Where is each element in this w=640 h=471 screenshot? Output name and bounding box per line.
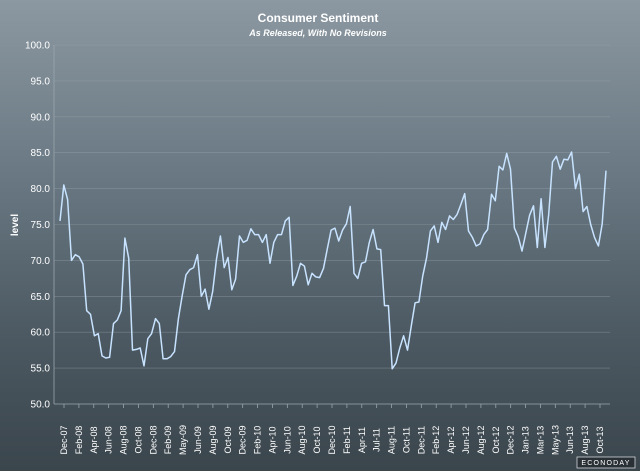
x-tick-label: Mar-13	[535, 426, 545, 455]
x-tick-label: Dec-10	[327, 425, 337, 454]
x-tick-label: Aug-08	[119, 425, 129, 454]
x-tick-label: Oct-11	[401, 427, 411, 453]
x-tick-label: Aug-13	[580, 425, 590, 454]
x-tick-label: May-09	[178, 425, 188, 455]
y-axis-label: level	[10, 214, 21, 236]
x-tick-label: May-13	[550, 425, 560, 455]
x-tick-label: Jun-09	[193, 426, 203, 454]
x-tick-label: Oct-13	[595, 426, 605, 453]
x-tick-label: Jun-10	[282, 426, 292, 454]
series-line	[59, 151, 607, 370]
gridlines	[53, 44, 610, 405]
x-tick-label: Feb-11	[342, 426, 352, 454]
svg-text:ECONODAY: ECONODAY	[581, 460, 630, 467]
y-tick-label: 55.0	[31, 364, 51, 375]
x-tick-label: Jun-13	[565, 426, 575, 454]
x-tick-label: Aug-11	[387, 426, 397, 454]
x-tick-label: Jun-08	[104, 426, 114, 454]
x-tick-label: Dec-07	[59, 425, 69, 454]
x-axis-ticks: Dec-07 Feb-08 Apr-08 Jun-08 Aug-08 Oct-08 Dec-…	[59, 404, 605, 455]
x-tick-label: Aug-10	[297, 425, 307, 454]
x-tick-label: Feb-12	[431, 426, 441, 455]
x-tick-label: Dec-12	[506, 425, 516, 454]
x-tick-label: Oct-09	[223, 426, 233, 453]
x-tick-label: Oct-12	[491, 426, 501, 453]
x-tick-label: Dec-08	[148, 425, 158, 454]
x-tick-label: Feb-08	[74, 426, 84, 455]
y-tick-label: 50.0	[31, 400, 51, 411]
x-tick-label: Feb-09	[163, 426, 173, 455]
x-tick-label: Jul-11	[372, 428, 382, 452]
y-tick-label: 85.0	[31, 148, 51, 159]
chart-subtitle: As Released, With No Revisions	[248, 28, 386, 38]
y-tick-label: 75.0	[31, 220, 51, 231]
x-tick-label: Oct-08	[133, 426, 143, 453]
x-tick-label: Apr-10	[267, 426, 277, 453]
x-tick-label: Jun-12	[461, 426, 471, 454]
econoday-logo: ECONODAY	[576, 456, 636, 469]
x-tick-label: Apr-12	[446, 426, 456, 453]
y-tick-label: 80.0	[31, 184, 51, 195]
x-tick-label: Dec-11	[416, 426, 426, 454]
y-tick-label: 70.0	[31, 256, 51, 267]
x-tick-label: Dec-09	[238, 425, 248, 454]
x-tick-label: Apr-08	[89, 426, 99, 453]
x-tick-label: Jan-13	[521, 426, 531, 454]
x-tick-label: Feb-10	[253, 426, 263, 455]
x-tick-label: Apr-11	[357, 427, 367, 453]
y-tick-label: 95.0	[31, 76, 51, 87]
x-tick-label: Oct-10	[312, 426, 322, 453]
y-axis-ticks: 50.0 55.0 60.0 65.0 70.0 75.0 80.0 85.0 90.0 95.0…	[25, 41, 50, 411]
y-tick-label: 60.0	[31, 328, 51, 339]
x-tick-label: Aug-09	[208, 425, 218, 454]
y-tick-label: 100.0	[25, 41, 50, 52]
y-tick-label: 65.0	[31, 292, 51, 303]
y-tick-label: 90.0	[31, 112, 51, 123]
x-tick-label: Aug-12	[476, 425, 486, 454]
chart-title: Consumer Sentiment	[258, 11, 379, 25]
